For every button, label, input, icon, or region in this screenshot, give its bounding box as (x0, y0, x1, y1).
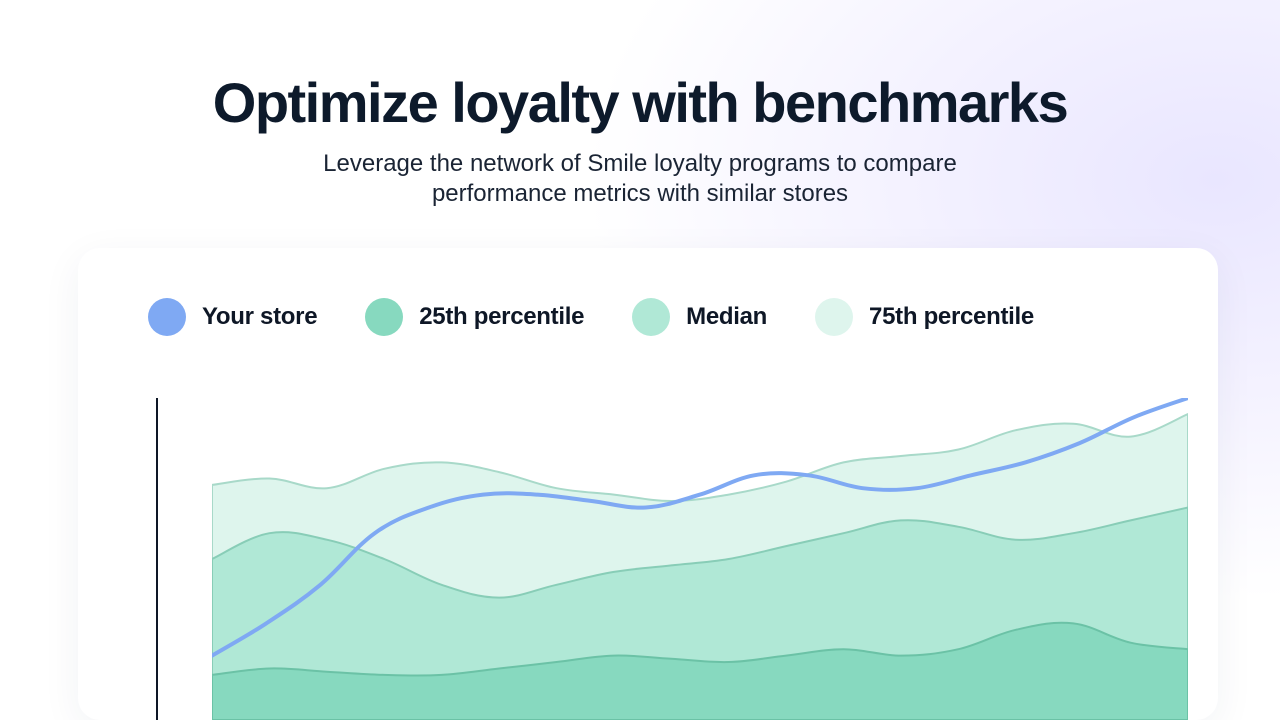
legend-label: 75th percentile (869, 303, 1034, 331)
legend-label: Your store (202, 303, 317, 331)
legend-item-your-store: Your store (148, 298, 317, 336)
benchmark-chart (212, 398, 1188, 720)
benchmark-card: Your store 25th percentile Median 75th p… (78, 248, 1218, 720)
legend-item-median: Median (632, 298, 767, 336)
swatch-icon (148, 298, 186, 336)
page-title: Optimize loyalty with benchmarks (0, 70, 1280, 135)
swatch-icon (632, 298, 670, 336)
chart-area (156, 398, 1188, 720)
page: Optimize loyalty with benchmarks Leverag… (0, 0, 1280, 720)
legend-item-p25: 25th percentile (365, 298, 584, 336)
legend-label: Median (686, 303, 767, 331)
y-axis (156, 398, 158, 720)
legend-item-p75: 75th percentile (815, 298, 1034, 336)
swatch-icon (815, 298, 853, 336)
legend-label: 25th percentile (419, 303, 584, 331)
chart-legend: Your store 25th percentile Median 75th p… (78, 248, 1218, 336)
swatch-icon (365, 298, 403, 336)
hero: Optimize loyalty with benchmarks Leverag… (0, 0, 1280, 209)
page-subtitle: Leverage the network of Smile loyalty pr… (280, 149, 1000, 209)
